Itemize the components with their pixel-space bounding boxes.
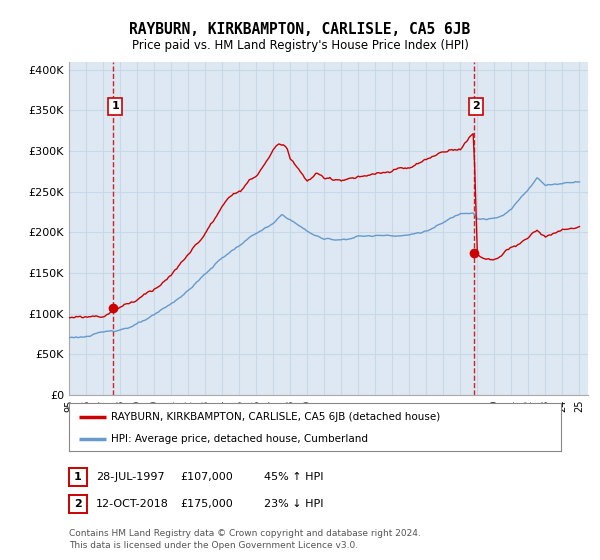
Text: 1: 1: [74, 472, 82, 482]
Text: Price paid vs. HM Land Registry's House Price Index (HPI): Price paid vs. HM Land Registry's House …: [131, 39, 469, 52]
Text: 12-OCT-2018: 12-OCT-2018: [96, 499, 169, 509]
Text: £175,000: £175,000: [180, 499, 233, 509]
Text: 2: 2: [74, 499, 82, 509]
Text: 45% ↑ HPI: 45% ↑ HPI: [264, 472, 323, 482]
Text: Contains HM Land Registry data © Crown copyright and database right 2024.
This d: Contains HM Land Registry data © Crown c…: [69, 529, 421, 550]
Text: RAYBURN, KIRKBAMPTON, CARLISLE, CA5 6JB (detached house): RAYBURN, KIRKBAMPTON, CARLISLE, CA5 6JB …: [111, 413, 440, 422]
Text: HPI: Average price, detached house, Cumberland: HPI: Average price, detached house, Cumb…: [111, 434, 368, 444]
Text: RAYBURN, KIRKBAMPTON, CARLISLE, CA5 6JB: RAYBURN, KIRKBAMPTON, CARLISLE, CA5 6JB: [130, 22, 470, 38]
Text: 2: 2: [472, 101, 480, 111]
Text: 23% ↓ HPI: 23% ↓ HPI: [264, 499, 323, 509]
Text: 28-JUL-1997: 28-JUL-1997: [96, 472, 164, 482]
Text: 1: 1: [112, 101, 119, 111]
Text: £107,000: £107,000: [180, 472, 233, 482]
